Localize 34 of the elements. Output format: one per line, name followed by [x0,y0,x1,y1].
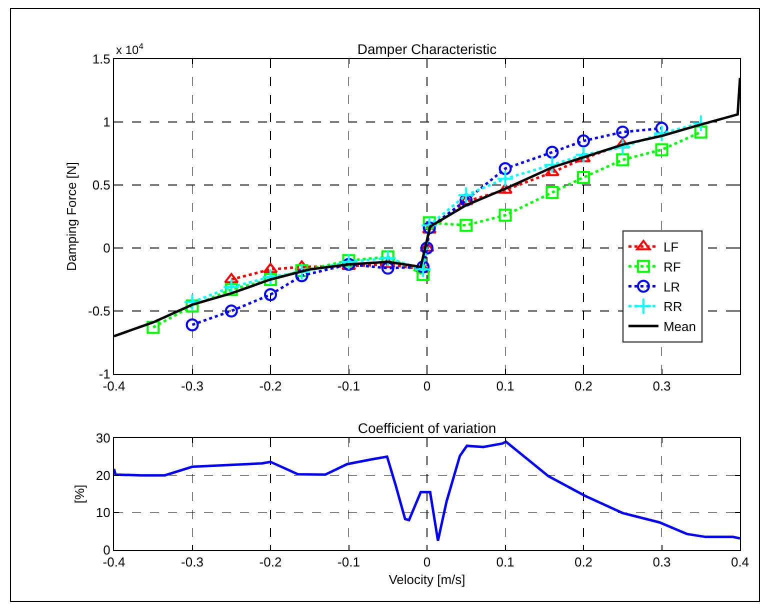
x-tick-label: 0.2 [574,378,593,394]
legend-label: LF [663,240,679,255]
y-tick-label: 10 [96,505,110,520]
chart-title: Coefficient of variation [358,420,496,436]
x-tick-label: -0.3 [181,378,204,394]
x-tick-label: 0.3 [652,554,671,570]
legend-label: RR [663,299,682,314]
y-axis-title: Damping Force [N] [64,162,79,272]
x-tick-label: 0.2 [574,554,593,570]
x-tick-label: 0.3 [652,378,671,394]
legend-label: Mean [663,319,696,334]
y-tick-label: -0.5 [88,304,110,319]
x-tick-label: -0.1 [338,378,360,394]
x-tick-label: 0 [423,378,431,394]
x-tick-label: 0.1 [496,554,514,570]
x-tick-label: -0.3 [181,554,204,570]
x-tick-label: 0.1 [496,378,514,394]
legend-label: RF [663,259,681,274]
y-tick-label: 20 [96,468,110,483]
y-tick-label: 0 [103,240,110,256]
y-tick-label: 0.5 [92,178,110,193]
legend-label: LR [663,279,680,294]
text: x 10$^{4}$ [116,41,144,58]
y-tick-label: 1.5 [92,52,110,67]
chart-title: Damper Characteristic [357,41,497,57]
x-tick-label: -0.1 [338,554,360,570]
y-tick-label: 30 [96,430,110,446]
y-tick-label: 1 [103,114,110,130]
x-tick-label: 0 [423,554,431,570]
x-tick-label: -0.2 [259,378,282,394]
y-axis-title: [%] [72,484,87,504]
x-axis-title: Velocity [m/s] [388,572,466,588]
x-tick-label: 0.4 [730,554,750,570]
x-tick-label: -0.2 [259,554,282,570]
